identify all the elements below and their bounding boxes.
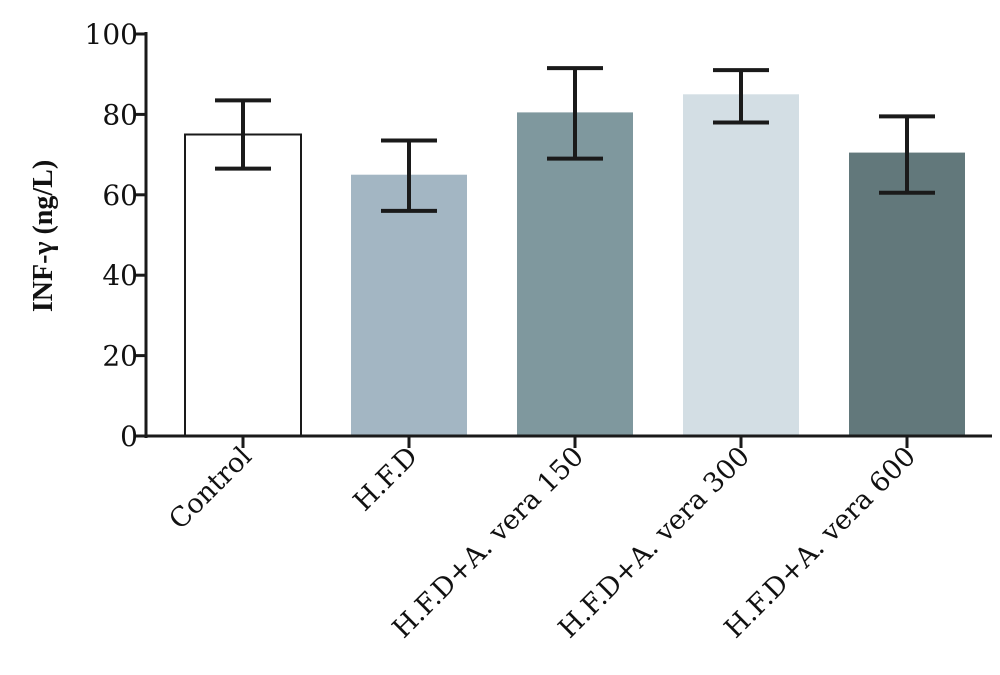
bar-h-f-d-a-vera-300 (683, 94, 799, 437)
error-bar-h-f-d-a-vera-600 (879, 114, 935, 195)
y-tick-label-40: 40 (102, 259, 138, 292)
y-tick-label-20: 20 (102, 340, 138, 373)
y-tick-label-0: 0 (120, 420, 138, 453)
error-bar-control (215, 98, 271, 171)
x-tick-label-control: Control (163, 441, 258, 536)
x-tick-label-h-f-d: H.F.D (348, 441, 424, 517)
x-tick-label-h-f-d-a-vera-600: H.F.D+A. vera 600 (719, 441, 922, 644)
y-tick-label-80: 80 (102, 98, 138, 131)
bar-h-f-d (351, 174, 467, 436)
error-bars-layer (215, 66, 935, 213)
error-bar-h-f-d (381, 138, 437, 213)
bar-h-f-d-a-vera-600 (849, 152, 965, 436)
y-tick-label-100: 100 (85, 18, 138, 51)
x-tick-label-h-f-d-a-vera-300: H.F.D+A. vera 300 (553, 441, 756, 644)
y-axis-label: INF-γ (ng/L) (28, 160, 59, 312)
bar-h-f-d-a-vera-150 (517, 112, 633, 436)
x-tick-label-h-f-d-a-vera-150: H.F.D+A. vera 150 (387, 441, 590, 644)
axes-layer (134, 32, 992, 448)
y-tick-labels: 0 20 40 60 80 100 (85, 18, 138, 453)
bars-layer (184, 94, 965, 437)
error-bar-h-f-d-a-vera-300 (713, 68, 769, 125)
y-tick-label-60: 60 (102, 179, 138, 212)
bar-control (184, 133, 302, 437)
error-bar-h-f-d-a-vera-150 (547, 66, 603, 161)
